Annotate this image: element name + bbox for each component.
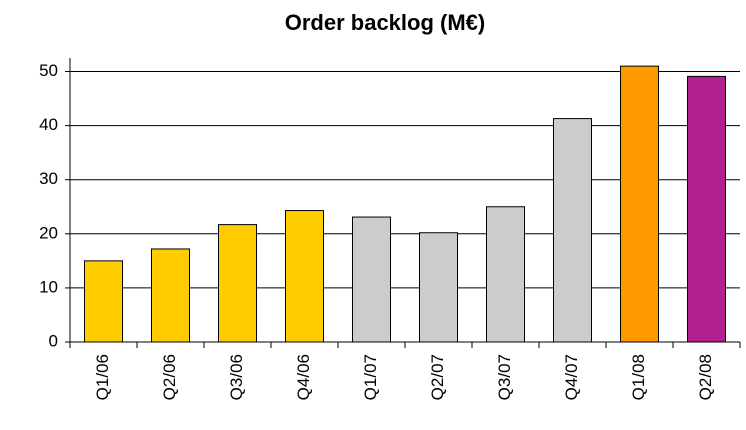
bar [218, 224, 257, 343]
x-tick-label: Q3/07 [495, 354, 514, 400]
x-tick-label: Q1/08 [629, 354, 648, 400]
bar [553, 118, 592, 343]
x-tick-label: Q4/06 [294, 354, 313, 400]
x-tick-label: Q1/07 [361, 354, 380, 400]
x-tick-label: Q4/07 [562, 354, 581, 400]
x-tick-label: Q2/06 [160, 354, 179, 400]
bar [486, 206, 525, 343]
x-tick-label: Q1/06 [93, 354, 112, 400]
x-tick-label: Q3/06 [227, 354, 246, 400]
y-tick-label: 0 [49, 331, 58, 350]
y-tick-label: 40 [39, 115, 58, 134]
bar [620, 65, 659, 343]
y-tick-label: 50 [39, 61, 58, 80]
y-tick-label: 10 [39, 277, 58, 296]
x-tick-label: Q2/08 [696, 354, 715, 400]
bar [84, 260, 123, 343]
y-tick-label: 30 [39, 169, 58, 188]
x-tick-label: Q2/07 [428, 354, 447, 400]
bar [285, 210, 324, 343]
y-tick-label: 20 [39, 223, 58, 242]
chart-title: Order backlog (M€) [285, 10, 485, 35]
bar [419, 232, 458, 343]
bar [687, 75, 726, 343]
bar [352, 216, 391, 343]
bar [151, 248, 190, 343]
